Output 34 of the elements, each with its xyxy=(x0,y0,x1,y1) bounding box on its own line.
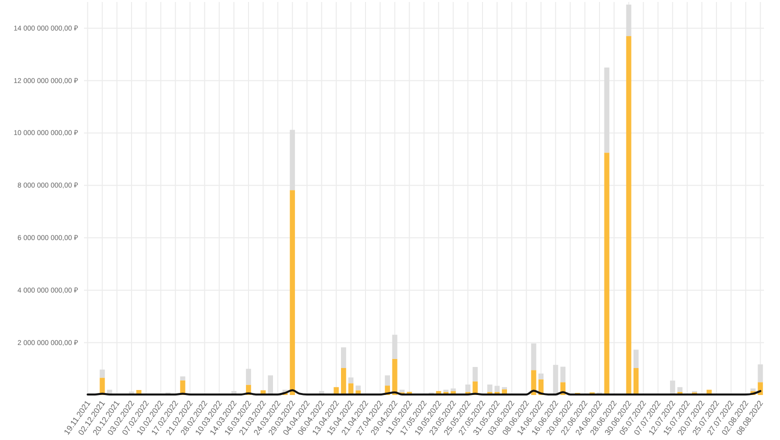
bar xyxy=(400,390,405,392)
bar xyxy=(100,370,105,378)
bar xyxy=(290,190,295,395)
bar xyxy=(531,343,536,370)
bar xyxy=(538,374,544,380)
bar xyxy=(268,375,274,394)
bar xyxy=(677,387,682,392)
bar xyxy=(758,364,763,382)
bar xyxy=(246,368,252,385)
bar xyxy=(290,130,295,190)
bar xyxy=(633,368,639,395)
bar xyxy=(384,375,390,386)
bar xyxy=(341,368,346,395)
bar xyxy=(626,4,632,36)
bar xyxy=(487,384,492,392)
bar xyxy=(356,386,361,390)
bar xyxy=(341,347,346,368)
bar xyxy=(450,388,456,392)
bar xyxy=(560,366,566,382)
bar xyxy=(604,68,610,153)
bar xyxy=(392,334,398,359)
bar xyxy=(180,376,186,380)
bar xyxy=(553,364,558,394)
bar xyxy=(604,152,610,395)
bar xyxy=(670,380,676,394)
bar xyxy=(494,386,500,392)
bar xyxy=(750,388,756,392)
bar xyxy=(392,358,398,395)
bar xyxy=(465,384,470,392)
bar xyxy=(633,350,639,368)
bar xyxy=(626,36,632,395)
bar xyxy=(348,377,354,384)
bar xyxy=(531,370,536,395)
bar xyxy=(472,366,478,382)
